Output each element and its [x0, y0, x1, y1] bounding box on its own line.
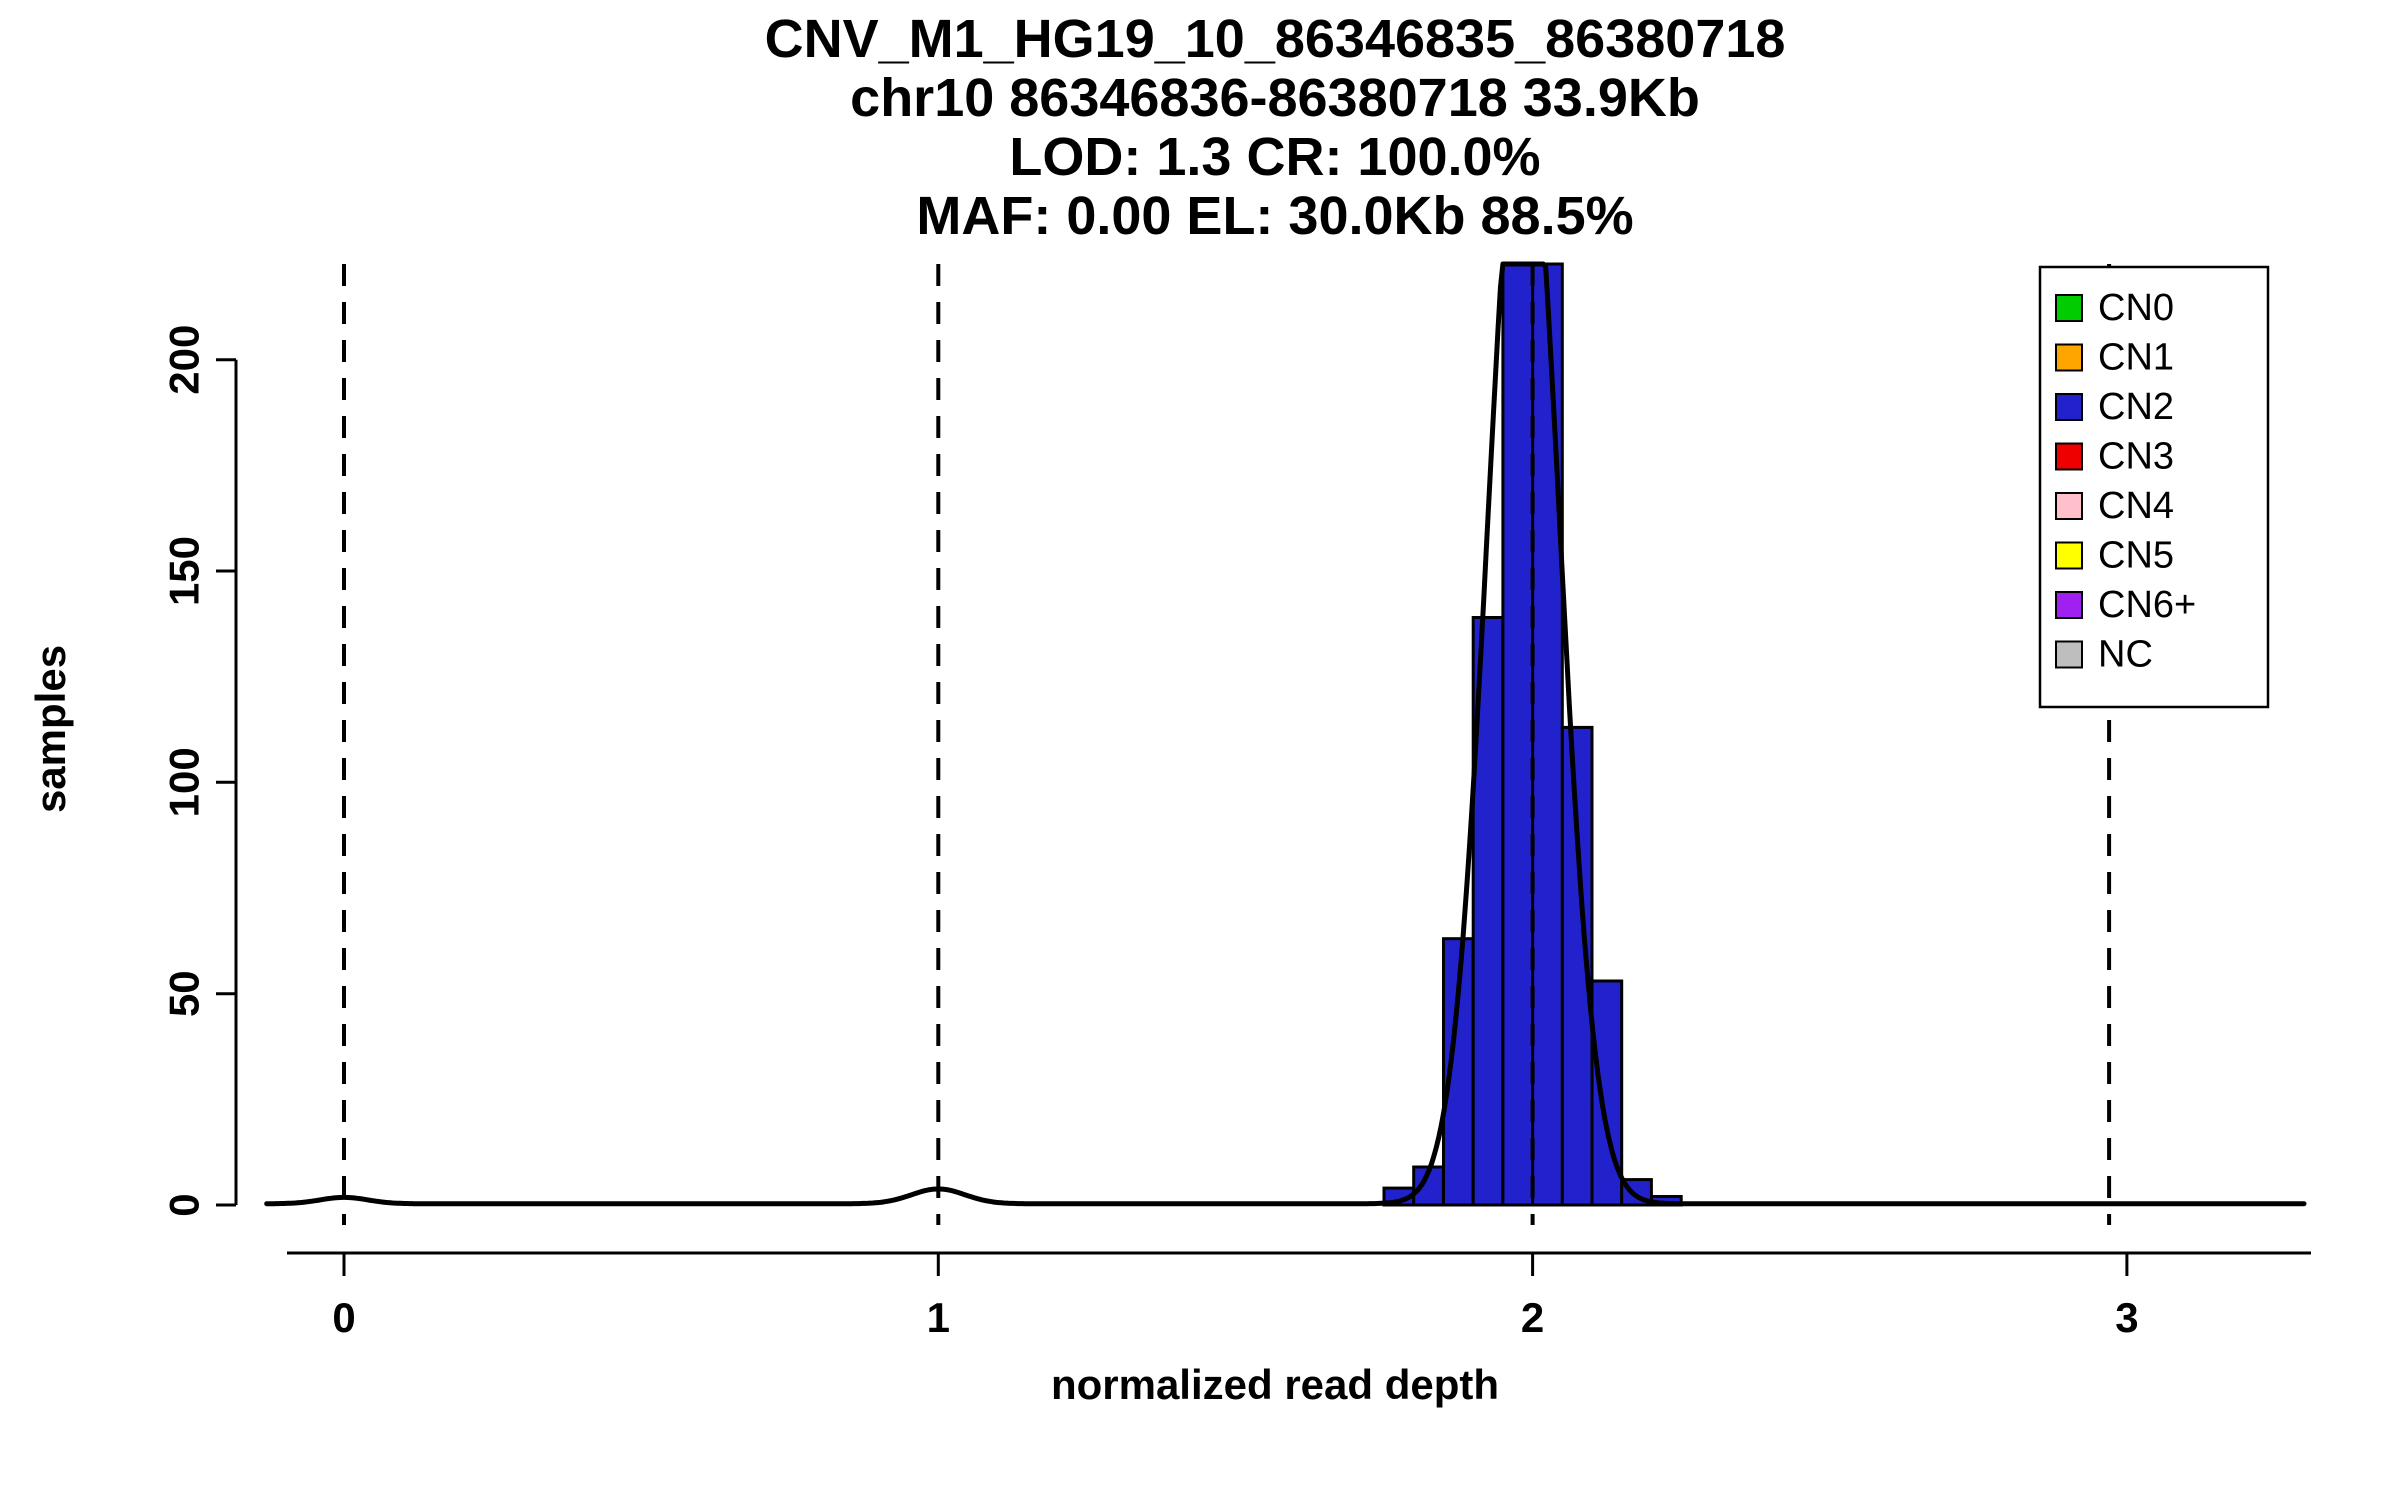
- legend-label: CN3: [2098, 436, 2174, 478]
- title-line-lod-cr: LOD: 1.3 CR: 100.0%: [1009, 127, 1541, 187]
- density-curve: [264, 261, 2307, 1207]
- x-tick-label: 1: [927, 1294, 950, 1341]
- legend-swatch-cn5: [2055, 541, 2083, 570]
- legend-label: NC: [2098, 634, 2153, 676]
- histogram-bar: [1501, 262, 1535, 1207]
- title-line-maf-el: MAF: 0.00 EL: 30.0Kb 88.5%: [916, 186, 1634, 246]
- legend-label: CN4: [2098, 485, 2174, 527]
- legend-swatch-cn3: [2055, 442, 2083, 471]
- y-tick-label: 100: [161, 747, 208, 817]
- title-line-cnv-id: CNV_M1_HG19_10_86346835_86380718: [764, 9, 1786, 69]
- histogram-bar: [1531, 262, 1564, 1207]
- y-tick-label: 200: [161, 325, 208, 395]
- title-line-region: chr10 86346836-86380718 33.9Kb: [850, 68, 1700, 128]
- legend-label: CN2: [2098, 386, 2174, 428]
- legend-label: CN0: [2098, 287, 2174, 329]
- legend-swatch-cn0: [2055, 294, 2083, 322]
- legend-swatch-cn6plus: [2055, 591, 2083, 619]
- legend-swatch-cn4: [2055, 492, 2083, 520]
- histogram-bar: [1590, 979, 1624, 1207]
- legend-label: CN5: [2098, 535, 2174, 577]
- x-tick-label: 2: [1521, 1294, 1544, 1341]
- x-tick-label: 3: [2115, 1294, 2138, 1341]
- legend-swatch-cn2: [2055, 393, 2083, 421]
- x-axis-label: normalized read depth: [1050, 1361, 1500, 1408]
- y-tick-label: 150: [161, 536, 208, 606]
- legend-label: CN6+: [2098, 584, 2196, 626]
- y-axis-label: samples: [27, 644, 74, 814]
- chart-title-block: CNV_M1_HG19_10_86346835_86380718 chr10 8…: [150, 10, 2400, 246]
- y-tick-label: 50: [161, 970, 208, 1017]
- legend-swatch-nc: [2055, 640, 2083, 669]
- x-tick-label: 0: [332, 1294, 355, 1341]
- y-tick-label: 0: [161, 1193, 208, 1216]
- legend-swatch-cn1: [2055, 343, 2083, 372]
- legend-box: [2038, 265, 2270, 709]
- legend-label: CN1: [2098, 337, 2174, 379]
